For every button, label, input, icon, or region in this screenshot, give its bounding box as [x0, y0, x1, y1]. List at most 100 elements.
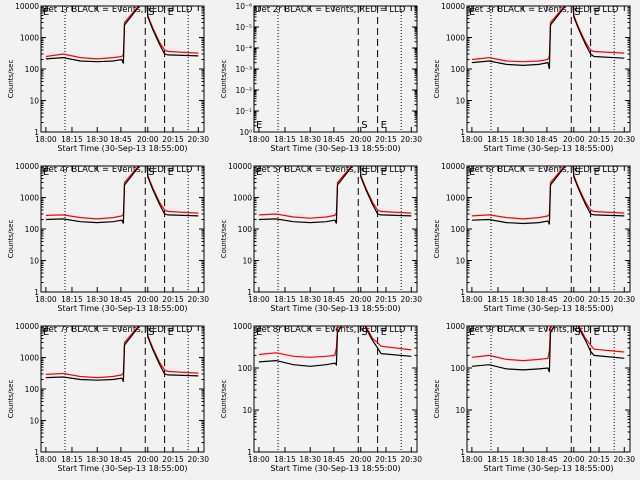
marker-label-s: S: [148, 327, 154, 338]
marker-label-left-e: E: [469, 327, 475, 338]
y-axis-label: Counts/sec: [220, 60, 228, 99]
x-tick-label: 18:30: [86, 455, 108, 464]
x-tick-label: 18:00: [35, 295, 57, 304]
events-series-line: [471, 6, 625, 70]
marker-label-e: E: [168, 167, 174, 178]
x-tick-label: 18:45: [110, 135, 132, 144]
x-tick-label: 20:30: [187, 455, 209, 464]
marker-label-e: E: [381, 327, 387, 338]
y-axis-label: Counts/sec: [7, 380, 15, 419]
plot-frame: [466, 325, 631, 453]
x-tick-label: 20:30: [187, 295, 209, 304]
events-series-line: [471, 166, 625, 225]
panel-title: Det 6r BLACK = Events, RED = LLD: [468, 165, 619, 175]
detector-panel-8: Det 8r BLACK = Events, RED = LLD 1 10 100 10…: [220, 322, 422, 473]
x-tick-label: 18:15: [274, 295, 296, 304]
marker-label-e: E: [594, 7, 600, 18]
x-tick-label: 18:45: [323, 135, 345, 144]
y-tick-label: 10⁻²: [235, 86, 252, 95]
panel-title: Det 9r BLACK = Events, RED = LLD: [468, 325, 619, 335]
marker-label-e: E: [168, 327, 174, 338]
x-tick-label: 18:00: [461, 295, 483, 304]
x-tick-label: 20:00: [137, 295, 159, 304]
panel-title: Det 3r BLACK = Events, RED = LLD: [468, 5, 619, 15]
x-tick-label: 20:30: [613, 135, 635, 144]
y-tick-label: 10: [455, 97, 465, 106]
y-tick-label: 10⁰: [239, 128, 252, 137]
x-tick-label: 20:15: [162, 295, 184, 304]
lld-series-line: [258, 166, 412, 219]
x-tick-label: 18:00: [248, 455, 270, 464]
y-tick-label: 1000: [20, 354, 39, 363]
events-series-line: [45, 6, 199, 64]
detector-panel-9: Det 9r BLACK = Events, RED = LLD 1 10 100 10…: [433, 322, 635, 473]
y-tick-label: 100: [25, 385, 40, 394]
x-tick-label: 18:00: [248, 135, 270, 144]
y-tick-label: 10⁻⁴: [235, 44, 252, 53]
marker-label-s: S: [148, 167, 154, 178]
marker-label-left-e: E: [469, 7, 475, 18]
detector-panel-4: Det 4r BLACK = Events, RED = LLD 1 10 100 10…: [7, 162, 209, 313]
y-axis-label: Counts/sec: [433, 60, 441, 99]
marker-label-s: S: [574, 327, 580, 338]
marker-label-e: E: [168, 7, 174, 18]
plot-frame: [253, 325, 418, 453]
y-tick-label: 1000: [446, 322, 465, 331]
marker-label-left-e: E: [256, 327, 262, 338]
x-tick-label: 18:30: [512, 295, 534, 304]
x-tick-label: 20:15: [588, 135, 610, 144]
x-tick-label: 18:15: [487, 295, 509, 304]
y-tick-label: 100: [451, 225, 466, 234]
y-tick-label: 10: [455, 406, 465, 415]
events-series-line: [258, 326, 412, 367]
x-tick-label: 18:30: [512, 455, 534, 464]
y-tick-label: 10000: [15, 322, 39, 331]
y-tick-label: 10⁻⁵: [235, 23, 252, 32]
detector-panel-2: Det 2r BLACK = Events, RED = LLD 10⁰ 10⁻¹ 1…: [220, 2, 422, 153]
marker-label-left-e: E: [256, 167, 262, 178]
marker-label-s: S: [361, 120, 367, 131]
x-tick-label: 20:00: [563, 295, 585, 304]
y-axis-label: Counts/sec: [220, 220, 228, 259]
x-axis-label: Start Time (30-Sep-13 18:55:00): [483, 464, 613, 473]
x-tick-label: 18:15: [487, 135, 509, 144]
x-tick-label: 18:45: [536, 135, 558, 144]
marker-label-left-e: E: [43, 7, 49, 18]
x-tick-label: 20:00: [350, 135, 372, 144]
y-tick-label: 1: [34, 288, 39, 297]
x-axis-label: Start Time (30-Sep-13 18:55:00): [483, 304, 613, 313]
detector-panel-5: Det 5r BLACK = Events, RED = LLD 1 10 100 10…: [220, 162, 422, 313]
y-axis-label: Counts/sec: [433, 380, 441, 419]
y-tick-label: 1000: [446, 34, 465, 43]
panel-title: Det 5r BLACK = Events, RED = LLD: [255, 165, 406, 175]
y-tick-label: 10⁻³: [235, 65, 252, 74]
y-tick-label: 1000: [233, 322, 252, 331]
y-tick-label: 100: [451, 65, 466, 74]
x-tick-label: 18:45: [323, 455, 345, 464]
x-tick-label: 20:30: [400, 295, 422, 304]
y-tick-label: 10000: [441, 2, 465, 11]
panel-title: Det 1r BLACK = Events, RED = LLD: [42, 5, 193, 15]
x-tick-label: 18:30: [86, 295, 108, 304]
marker-label-s: S: [148, 7, 154, 18]
lld-series-line: [45, 6, 199, 60]
y-axis-label: Counts/sec: [7, 60, 15, 99]
y-tick-label: 10: [242, 406, 252, 415]
x-tick-label: 18:00: [35, 135, 57, 144]
x-tick-label: 18:00: [461, 135, 483, 144]
x-tick-label: 18:45: [536, 295, 558, 304]
lld-series-line: [471, 326, 625, 362]
marker-label-s: S: [574, 167, 580, 178]
x-tick-label: 18:30: [299, 295, 321, 304]
x-tick-label: 20:00: [137, 455, 159, 464]
y-axis-label: Counts/sec: [220, 380, 228, 419]
y-tick-label: 10000: [15, 162, 39, 171]
y-tick-label: 10000: [228, 162, 252, 171]
lld-series-line: [471, 166, 625, 220]
lld-series-line: [45, 326, 199, 379]
y-tick-label: 1000: [20, 34, 39, 43]
x-tick-label: 20:30: [613, 455, 635, 464]
x-tick-label: 18:45: [323, 295, 345, 304]
x-tick-label: 18:30: [299, 455, 321, 464]
